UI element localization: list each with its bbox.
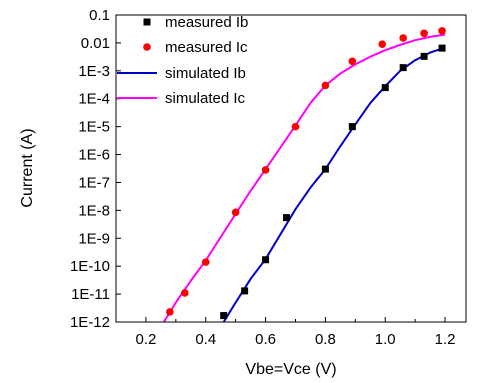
y-tick-label: 1E-9	[78, 230, 110, 247]
y-tick-label: 1E-5	[78, 119, 110, 136]
data-point-square	[420, 52, 428, 60]
data-point-square	[241, 287, 249, 295]
x-tick-label: 1.0	[375, 331, 396, 348]
y-tick-label: 1E-4	[78, 91, 110, 108]
series-line-2	[222, 46, 446, 322]
y-tick-label: 1E-7	[78, 174, 110, 191]
plot-layer	[163, 27, 446, 322]
legend-circle-swatch	[143, 43, 151, 51]
data-point-circle	[166, 308, 174, 316]
data-point-square	[262, 256, 270, 264]
data-point-circle	[378, 40, 387, 48]
data-point-circle	[261, 166, 270, 174]
plot-frame	[115, 14, 467, 323]
y-tick-label: 1E-10	[70, 258, 110, 275]
data-point-square	[283, 214, 291, 222]
y-tick-label: 1E-8	[78, 202, 110, 219]
y-tick-label: 1E-6	[78, 147, 110, 164]
data-point-circle	[231, 208, 240, 217]
x-axis-title: Vbe=Vce (V)	[245, 361, 336, 378]
data-point-square	[321, 165, 329, 173]
data-point-circle	[348, 57, 357, 66]
x-tick-label: 1.2	[435, 331, 456, 348]
x-tick-label: 0.8	[315, 331, 336, 348]
y-tick-label: 1E-12	[70, 314, 110, 331]
data-point-square	[348, 123, 356, 131]
x-tick-label: 0.6	[255, 331, 276, 348]
x-axis: 0.2 0.4 0.6 0.8 1.0 1.2	[135, 317, 455, 348]
data-point-circle	[181, 289, 189, 297]
y-tick-label: 1E-3	[78, 63, 110, 80]
y-axis-title: Current (A)	[19, 128, 36, 207]
data-point-circle	[201, 258, 210, 266]
data-point-circle	[438, 27, 446, 35]
data-point-circle	[321, 81, 330, 90]
x-tick-label: 0.2	[135, 331, 156, 348]
y-tick-label: 0.1	[89, 7, 110, 24]
data-point-square	[220, 312, 228, 320]
data-point-circle	[420, 29, 428, 38]
y-tick-label: 0.01	[81, 35, 110, 52]
data-point-square	[438, 44, 446, 52]
legend-square-swatch	[143, 18, 151, 26]
legend-label: measured Ic	[165, 39, 248, 56]
y-tick-label: 1E-11	[71, 286, 110, 303]
data-point-circle	[291, 122, 300, 131]
data-point-square	[399, 64, 407, 72]
legend-label: measured Ib	[165, 14, 248, 31]
data-point-square	[381, 84, 389, 92]
legend-label: simulated Ic	[165, 90, 246, 107]
data-point-circle	[399, 34, 407, 42]
legend-label: simulated Ib	[165, 65, 246, 82]
y-axis: 1E-12 1E-11 1E-10 1E-9 1E-8 1E-7 1E-6 1E-5 1E-4 1…	[70, 7, 121, 331]
series-line-3	[163, 33, 446, 322]
legend: measured Ib measured Ic simulated Ib simula…	[117, 14, 248, 107]
x-tick-label: 0.4	[195, 331, 216, 348]
